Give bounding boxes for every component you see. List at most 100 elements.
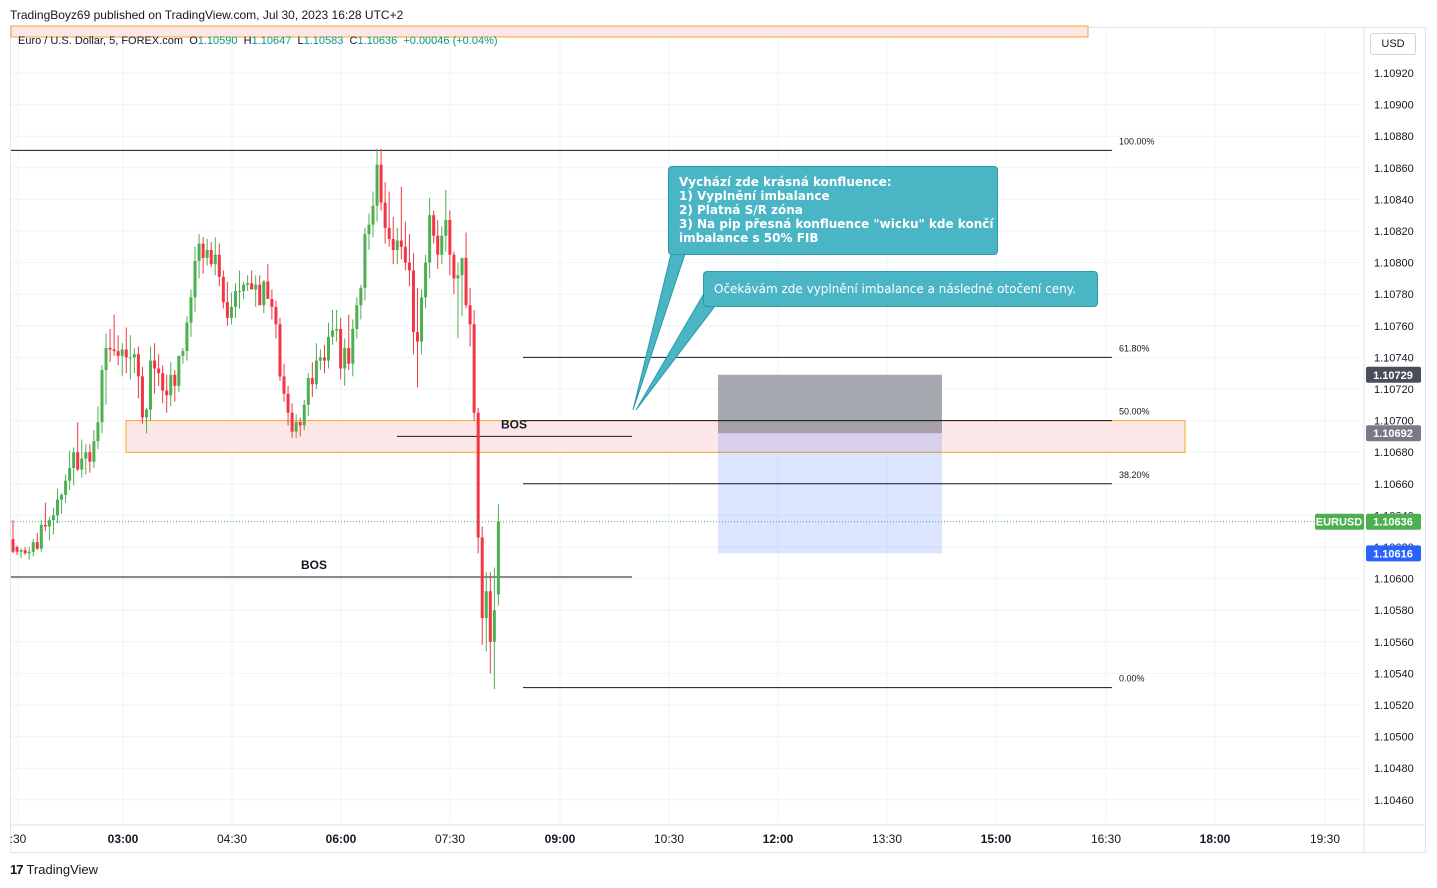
time-axis[interactable]: :30 03:00 04:30 06:00 07:30 09:00 10:30 12:00 13… — [10, 824, 1425, 846]
candle-body[interactable] — [149, 360, 153, 410]
candle-body[interactable] — [452, 254, 456, 279]
candle-body[interactable] — [60, 494, 64, 500]
candle-body[interactable] — [302, 404, 306, 426]
candle-body[interactable] — [476, 412, 480, 538]
candle-body[interactable] — [432, 215, 436, 236]
candle-body[interactable] — [266, 281, 270, 299]
candle-body[interactable] — [472, 324, 476, 413]
candle-body[interactable] — [436, 235, 440, 255]
candle-body[interactable] — [128, 357, 132, 359]
candle-body[interactable] — [448, 219, 452, 255]
candle-body[interactable] — [282, 376, 286, 394]
candle-body[interactable] — [460, 257, 464, 276]
candle-body[interactable] — [322, 357, 326, 361]
candle-body[interactable] — [363, 234, 367, 288]
tradingview-logo[interactable]: 17 TradingView — [10, 862, 98, 877]
stop-zone[interactable] — [718, 374, 942, 434]
candle-body[interactable] — [233, 291, 237, 307]
candle-body[interactable] — [286, 393, 290, 413]
candle-body[interactable] — [375, 164, 379, 206]
candle-body[interactable] — [306, 377, 310, 405]
candle-body[interactable] — [153, 360, 157, 369]
candle-body[interactable] — [387, 227, 391, 239]
candle-body[interactable] — [161, 373, 165, 391]
candle-body[interactable] — [144, 409, 148, 418]
candle-body[interactable] — [407, 262, 411, 271]
candle-body[interactable] — [238, 291, 242, 293]
candle-body[interactable] — [165, 390, 169, 396]
candle-body[interactable] — [112, 349, 116, 352]
candle-body[interactable] — [464, 257, 468, 306]
candle-body[interactable] — [43, 524, 47, 527]
candle-body[interactable] — [327, 336, 331, 361]
candle-body[interactable] — [31, 542, 35, 552]
candle-body[interactable] — [76, 452, 80, 470]
candle-body[interactable] — [294, 422, 298, 432]
candles-layer[interactable] — [11, 148, 1363, 690]
candle-body[interactable] — [335, 328, 339, 331]
trade-box[interactable] — [718, 374, 942, 554]
candle-body[interactable] — [351, 328, 355, 364]
candle-body[interactable] — [217, 254, 221, 277]
candle-body[interactable] — [318, 357, 322, 361]
candle-body[interactable] — [468, 305, 472, 325]
candle-body[interactable] — [92, 441, 96, 462]
currency-button[interactable]: USD — [1370, 33, 1416, 55]
candle-body[interactable] — [258, 284, 262, 306]
candle-body[interactable] — [221, 276, 225, 303]
candle-body[interactable] — [197, 243, 201, 262]
candle-body[interactable] — [298, 422, 302, 426]
candle-body[interactable] — [35, 542, 39, 549]
fib-retracement[interactable]: 100.00% 61.80% 50.00% 38.20% 0.00% — [11, 136, 1155, 689]
candle-body[interactable] — [47, 520, 51, 527]
candle-body[interactable] — [383, 202, 387, 228]
candle-body[interactable] — [72, 452, 76, 468]
candle-body[interactable] — [51, 515, 55, 521]
candle-body[interactable] — [19, 550, 23, 552]
candle-body[interactable] — [420, 297, 424, 342]
candle-body[interactable] — [254, 284, 258, 290]
candle-body[interactable] — [274, 306, 278, 325]
candle-body[interactable] — [201, 243, 205, 258]
candle-body[interactable] — [391, 238, 395, 250]
candle-body[interactable] — [492, 610, 496, 642]
candle-body[interactable] — [242, 284, 246, 292]
candle-body[interactable] — [310, 377, 314, 385]
candle-body[interactable] — [193, 261, 197, 298]
candle-body[interactable] — [100, 370, 104, 423]
candle-body[interactable] — [403, 246, 407, 263]
callout-expectation[interactable]: Očekávám zde vyplnění imbalance a násled… — [703, 271, 1098, 307]
candle-body[interactable] — [120, 349, 124, 356]
candle-body[interactable] — [484, 591, 488, 619]
candle-body[interactable] — [124, 349, 128, 358]
candle-body[interactable] — [39, 524, 43, 549]
sr-zone[interactable] — [125, 420, 1186, 453]
candle-body[interactable] — [177, 355, 181, 386]
candle-body[interactable] — [64, 480, 68, 495]
candle-body[interactable] — [205, 249, 209, 258]
candle-body[interactable] — [262, 281, 266, 306]
candle-body[interactable] — [11, 539, 15, 552]
candle-body[interactable] — [250, 283, 254, 290]
candle-body[interactable] — [229, 306, 233, 318]
candle-body[interactable] — [355, 305, 359, 329]
candle-body[interactable] — [399, 240, 403, 247]
bos-lines[interactable]: BOS BOS — [11, 417, 632, 578]
candle-body[interactable] — [80, 458, 84, 470]
candle-body[interactable] — [456, 275, 460, 279]
candle-body[interactable] — [314, 360, 318, 385]
candle-body[interactable] — [395, 240, 399, 250]
candle-body[interactable] — [140, 376, 144, 418]
candle-body[interactable] — [27, 551, 31, 554]
candle-body[interactable] — [440, 235, 444, 255]
candle-body[interactable] — [379, 164, 383, 203]
candle-body[interactable] — [496, 521, 500, 595]
candle-body[interactable] — [270, 298, 274, 307]
candle-body[interactable] — [488, 591, 492, 642]
target-zone[interactable] — [718, 433, 942, 554]
candle-body[interactable] — [84, 452, 88, 459]
candle-body[interactable] — [367, 224, 371, 235]
candle-body[interactable] — [173, 374, 177, 386]
candle-body[interactable] — [225, 302, 229, 318]
